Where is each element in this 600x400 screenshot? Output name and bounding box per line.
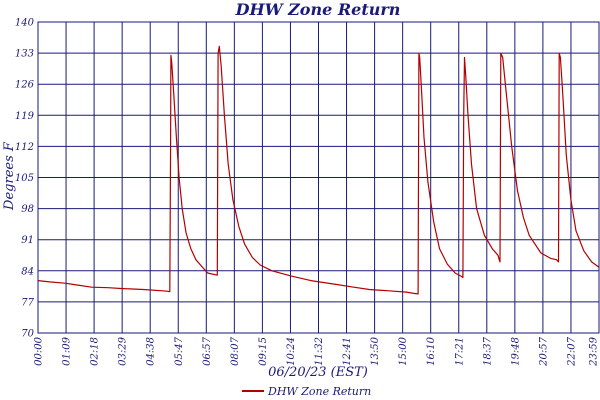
y-tick-label: 91: [21, 235, 34, 246]
x-tick-label: 08:07: [230, 336, 241, 365]
x-tick-label: 05:47: [174, 336, 185, 365]
x-tick-label: 16:10: [426, 336, 437, 365]
series-lines: [37, 45, 600, 295]
x-tick-label: 06:57: [202, 336, 213, 365]
y-tick-label: 133: [15, 49, 34, 60]
x-tick-label: 13:50: [370, 336, 381, 365]
x-tick-label: 22:07: [566, 336, 577, 366]
legend-label: DHW Zone Return: [267, 385, 371, 398]
y-tick-label: 112: [15, 142, 34, 153]
chart-title: DHW Zone Return: [235, 0, 401, 19]
y-tick-labels: 70 77 84 91 98 105 112 119 126 133 140: [15, 18, 35, 340]
series-line: [37, 45, 600, 295]
x-tick-label: 01:09: [62, 336, 73, 365]
x-tick-label: 18:37: [482, 336, 493, 365]
y-tick-label: 77: [21, 297, 34, 308]
y-tick-label: 105: [15, 173, 34, 184]
legend: DHW Zone Return: [242, 385, 371, 398]
x-tick-label: 11:32: [314, 337, 325, 366]
x-tick-label: 03:29: [118, 336, 129, 365]
y-tick-label: 84: [21, 266, 34, 277]
x-tick-label: 02:18: [90, 337, 101, 366]
y-tick-label: 126: [15, 80, 35, 91]
x-tick-label: 17:21: [454, 337, 465, 366]
y-tick-label: 98: [21, 204, 34, 215]
x-axis-label: 06/20/23 (EST): [268, 365, 368, 380]
x-tick-label: 09:15: [258, 337, 269, 366]
gridlines: [38, 22, 599, 333]
x-tick-label: 15:00: [398, 336, 409, 365]
x-tick-labels: 00:00 01:09 02:18 03:29 04:38 05:47 06:57 08:07…: [34, 336, 600, 366]
y-axis-label: Degrees F: [2, 141, 17, 211]
y-tick-label: 70: [21, 329, 34, 340]
x-tick-label: 00:00: [34, 336, 45, 365]
x-tick-label: 12:41: [342, 337, 353, 366]
x-tick-label: 10:24: [286, 337, 297, 366]
plot-frame: [37, 21, 600, 334]
y-tick-label: 140: [15, 18, 35, 29]
x-tick-label: 19:48: [510, 337, 521, 366]
x-tick-label: 20:57: [538, 336, 549, 366]
y-tick-label: 119: [15, 111, 35, 122]
x-tick-label: 04:38: [146, 337, 157, 366]
x-tick-label: 23:59: [589, 336, 600, 366]
